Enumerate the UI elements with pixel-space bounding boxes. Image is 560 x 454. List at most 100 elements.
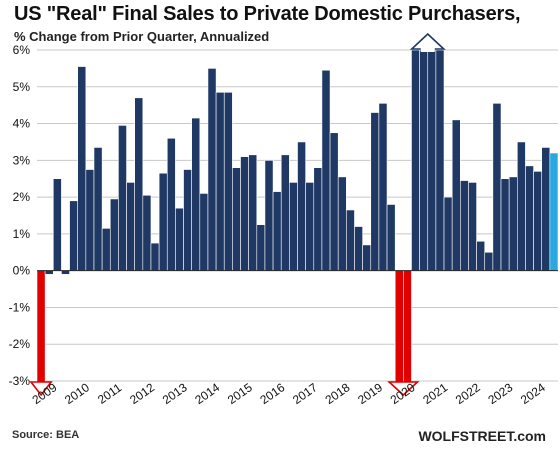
bar	[427, 49, 437, 271]
bar	[61, 270, 70, 275]
bars	[36, 49, 559, 389]
y-tick-label: 2%	[13, 190, 31, 204]
bar	[36, 270, 46, 389]
bar	[280, 154, 290, 271]
bar	[346, 209, 355, 271]
bar	[378, 103, 388, 271]
bar	[101, 228, 111, 271]
y-tick-label: 4%	[13, 117, 31, 131]
bar	[118, 125, 127, 271]
x-tick-labels: 2009 2010 2011 2012 2013 2014 2015 2016 2017 2018…	[30, 380, 549, 407]
down-arrow-icon	[387, 381, 420, 397]
bar	[207, 68, 217, 271]
bar	[484, 251, 494, 271]
bar	[443, 196, 453, 271]
x-tick-label: 2019	[355, 380, 385, 407]
bar	[223, 91, 233, 271]
bar	[232, 167, 241, 271]
bar	[516, 141, 526, 271]
bar	[476, 240, 486, 271]
bar	[199, 193, 209, 271]
bar	[370, 112, 380, 271]
bar	[126, 182, 135, 271]
y-tick-label: -3%	[9, 374, 31, 388]
bar	[419, 49, 429, 271]
x-tick-label: 2021	[420, 380, 450, 407]
y-tick-label: -1%	[9, 300, 31, 314]
x-tick-label: 2022	[453, 380, 483, 407]
x-tick-label: 2011	[95, 380, 124, 406]
down-arrow-icon	[29, 381, 53, 397]
bar	[264, 160, 274, 271]
bar	[175, 207, 184, 271]
bar	[541, 147, 551, 271]
x-tick-label: 2017	[290, 380, 320, 407]
y-tick-labels: -3% -2% -1% 0% 1% 2% 3% 4% 5% 6%	[9, 43, 31, 388]
bar	[256, 224, 266, 271]
bar	[329, 132, 339, 271]
bar	[435, 49, 445, 271]
up-arrow-icon	[409, 32, 446, 50]
bar	[354, 226, 363, 271]
bar	[337, 176, 347, 271]
bar	[525, 165, 534, 271]
bar	[394, 270, 404, 389]
bar	[158, 172, 168, 271]
bar	[134, 97, 144, 271]
bar	[142, 194, 152, 271]
bar	[150, 242, 160, 271]
bar	[52, 178, 62, 271]
up-arrow-stem	[420, 48, 435, 52]
y-tick-label: 3%	[13, 153, 31, 167]
y-tick-label: 1%	[13, 227, 31, 241]
bar	[500, 178, 510, 271]
chart-subtitle: % Change from Prior Quarter, Annualized	[14, 29, 270, 44]
bar	[468, 182, 477, 271]
bar	[460, 180, 469, 271]
bar	[272, 191, 282, 271]
chart-title: US "Real" Final Sales to Private Domesti…	[14, 3, 521, 25]
bar	[321, 69, 331, 271]
x-tick-label: 2023	[485, 380, 515, 407]
bar	[289, 182, 298, 271]
bar	[533, 171, 543, 271]
y-tick-label: 6%	[13, 43, 31, 57]
y-tick-label: -2%	[9, 337, 31, 351]
offscale-arrows	[29, 32, 446, 397]
bar	[248, 154, 258, 271]
bar	[191, 117, 201, 271]
x-tick-label: 2024	[518, 380, 548, 407]
bar	[549, 152, 559, 271]
bar	[109, 198, 119, 271]
bar	[386, 204, 396, 271]
y-tick-label: 0%	[13, 264, 31, 278]
bar	[93, 147, 103, 271]
brand-logo: WOLFSTREET.com	[418, 428, 546, 444]
source-note: Source: BEA	[12, 429, 80, 441]
x-tick-label: 2012	[127, 380, 157, 407]
bar	[411, 49, 420, 271]
bar	[508, 176, 518, 271]
bar	[240, 156, 249, 271]
bar	[215, 91, 225, 271]
x-tick-label: 2013	[160, 380, 190, 407]
bar	[69, 200, 79, 271]
x-tick-label: 2010	[62, 380, 92, 407]
bar	[297, 141, 306, 271]
x-tick-label: 2015	[225, 380, 255, 407]
bar	[313, 167, 323, 271]
bar	[85, 169, 95, 271]
bar	[166, 137, 176, 271]
x-tick-label: 2014	[192, 380, 222, 407]
bar	[305, 182, 315, 271]
x-tick-label: 2016	[257, 380, 287, 407]
bar	[362, 244, 372, 271]
bar	[403, 270, 412, 389]
bar	[492, 103, 502, 271]
bar	[451, 119, 461, 271]
bar	[77, 66, 87, 271]
y-tick-label: 5%	[13, 80, 31, 94]
bar	[183, 169, 192, 271]
x-tick-label: 2018	[323, 380, 353, 407]
